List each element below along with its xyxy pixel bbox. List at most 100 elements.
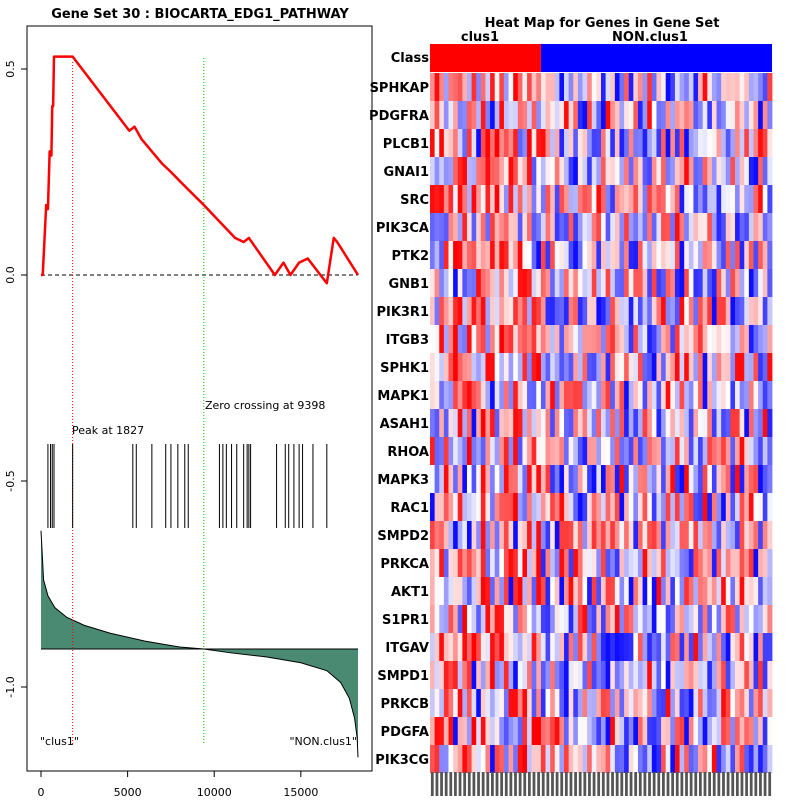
- heatmap-cell: [619, 157, 625, 185]
- heatmap-cell: [716, 689, 722, 717]
- sample-label-mark: [745, 772, 748, 796]
- heatmap-cell: [767, 353, 773, 381]
- heatmap-cell: [633, 101, 639, 129]
- heatmap-cell: [545, 493, 551, 521]
- heatmap-cell: [753, 549, 759, 577]
- heatmap-cell: [661, 241, 667, 269]
- sample-label-mark: [731, 772, 735, 796]
- heatmap-cell: [633, 297, 639, 325]
- heatmap-cell: [550, 577, 556, 605]
- heatmap-cell: [471, 745, 477, 773]
- heatmap-cell: [591, 241, 597, 269]
- sample-label-mark: [463, 772, 467, 796]
- heatmap-cell: [601, 213, 607, 241]
- heatmap-cell: [651, 437, 657, 465]
- sample-label-mark: [662, 772, 665, 796]
- heatmap-cell: [601, 157, 607, 185]
- heatmap-cell: [439, 381, 445, 409]
- heatmap-cell: [605, 381, 611, 409]
- heatmap-cell: [633, 633, 639, 661]
- heatmap-cell: [674, 381, 680, 409]
- heatmap-cell: [758, 101, 764, 129]
- heatmap-cell: [661, 437, 667, 465]
- heatmap-cell: [545, 409, 551, 437]
- heatmap-cell: [577, 129, 583, 157]
- heatmap-cell: [434, 325, 440, 353]
- heatmap-cell: [647, 185, 653, 213]
- heatmap-cell: [674, 661, 680, 689]
- heatmap-cell: [559, 381, 565, 409]
- heatmap-cell: [633, 381, 639, 409]
- heatmap-cell: [614, 325, 620, 353]
- heatmap-cell: [721, 73, 727, 101]
- heatmap-cell: [619, 381, 625, 409]
- heatmap-cell: [485, 689, 491, 717]
- heatmap-cell: [614, 297, 620, 325]
- heatmap-cell: [536, 549, 542, 577]
- heatmap-cell: [693, 129, 699, 157]
- heatmap-cell: [670, 745, 676, 773]
- heatmap-cell: [633, 717, 639, 745]
- heatmap-cell: [550, 241, 556, 269]
- sample-label-mark: [514, 772, 517, 796]
- heatmap-cell: [633, 745, 639, 773]
- heatmap-cell: [679, 381, 685, 409]
- heatmap-cell: [573, 577, 579, 605]
- heatmap-cell: [647, 689, 653, 717]
- heatmap-cell: [721, 717, 727, 745]
- heatmap-cell: [758, 549, 764, 577]
- heatmap-cell: [485, 437, 491, 465]
- heatmap-cell: [739, 353, 745, 381]
- heatmap-cell: [665, 409, 671, 437]
- heatmap-cell: [587, 381, 593, 409]
- heatmap-cell: [670, 213, 676, 241]
- heatmap-cell: [642, 717, 648, 745]
- heatmap-cell: [762, 269, 768, 297]
- heatmap-cell: [559, 465, 565, 493]
- heatmap-cell: [624, 241, 630, 269]
- heatmap-cell: [527, 437, 533, 465]
- heatmap-cell: [443, 325, 449, 353]
- heatmap-cell: [564, 129, 570, 157]
- heatmap-cell: [517, 493, 523, 521]
- heatmap-cell: [522, 241, 528, 269]
- heatmap-cell: [730, 493, 736, 521]
- heatmap-cell: [647, 269, 653, 297]
- heatmap-cell: [448, 633, 454, 661]
- heatmap-cell: [601, 185, 607, 213]
- heatmap-cell: [665, 689, 671, 717]
- heatmap-cell: [531, 409, 537, 437]
- heatmap-cell: [633, 689, 639, 717]
- heatmap-cell: [453, 353, 459, 381]
- heatmap-cell: [767, 717, 773, 745]
- heatmap-cell: [730, 269, 736, 297]
- heatmap-cell: [674, 297, 680, 325]
- heatmap-cell: [748, 745, 754, 773]
- heatmap-cell: [661, 185, 667, 213]
- heatmap-cell: [725, 689, 731, 717]
- heatmap-cell: [499, 605, 505, 633]
- heatmap-cell: [619, 437, 625, 465]
- heatmap-cell: [508, 605, 514, 633]
- heatmap-cell: [508, 689, 514, 717]
- heatmap-cell: [527, 101, 533, 129]
- heatmap-cell: [730, 129, 736, 157]
- heatmap-cell: [651, 717, 657, 745]
- heatmap-cell: [554, 745, 560, 773]
- heatmap-cell: [637, 745, 643, 773]
- heatmap-cell: [693, 661, 699, 689]
- heatmap-cell: [651, 269, 657, 297]
- heatmap-cell: [513, 577, 519, 605]
- heatmap-cell: [513, 521, 519, 549]
- heatmap-cell: [490, 241, 496, 269]
- heatmap-cell: [596, 129, 602, 157]
- heatmap-cell: [531, 269, 537, 297]
- heatmap-cell: [434, 185, 440, 213]
- heatmap-cell: [587, 493, 593, 521]
- heatmap-cell: [490, 381, 496, 409]
- heatmap-cell: [480, 213, 486, 241]
- heatmap-cell: [762, 465, 768, 493]
- heatmap-cell: [559, 185, 565, 213]
- heatmap-cell: [471, 689, 477, 717]
- heatmap-cell: [434, 213, 440, 241]
